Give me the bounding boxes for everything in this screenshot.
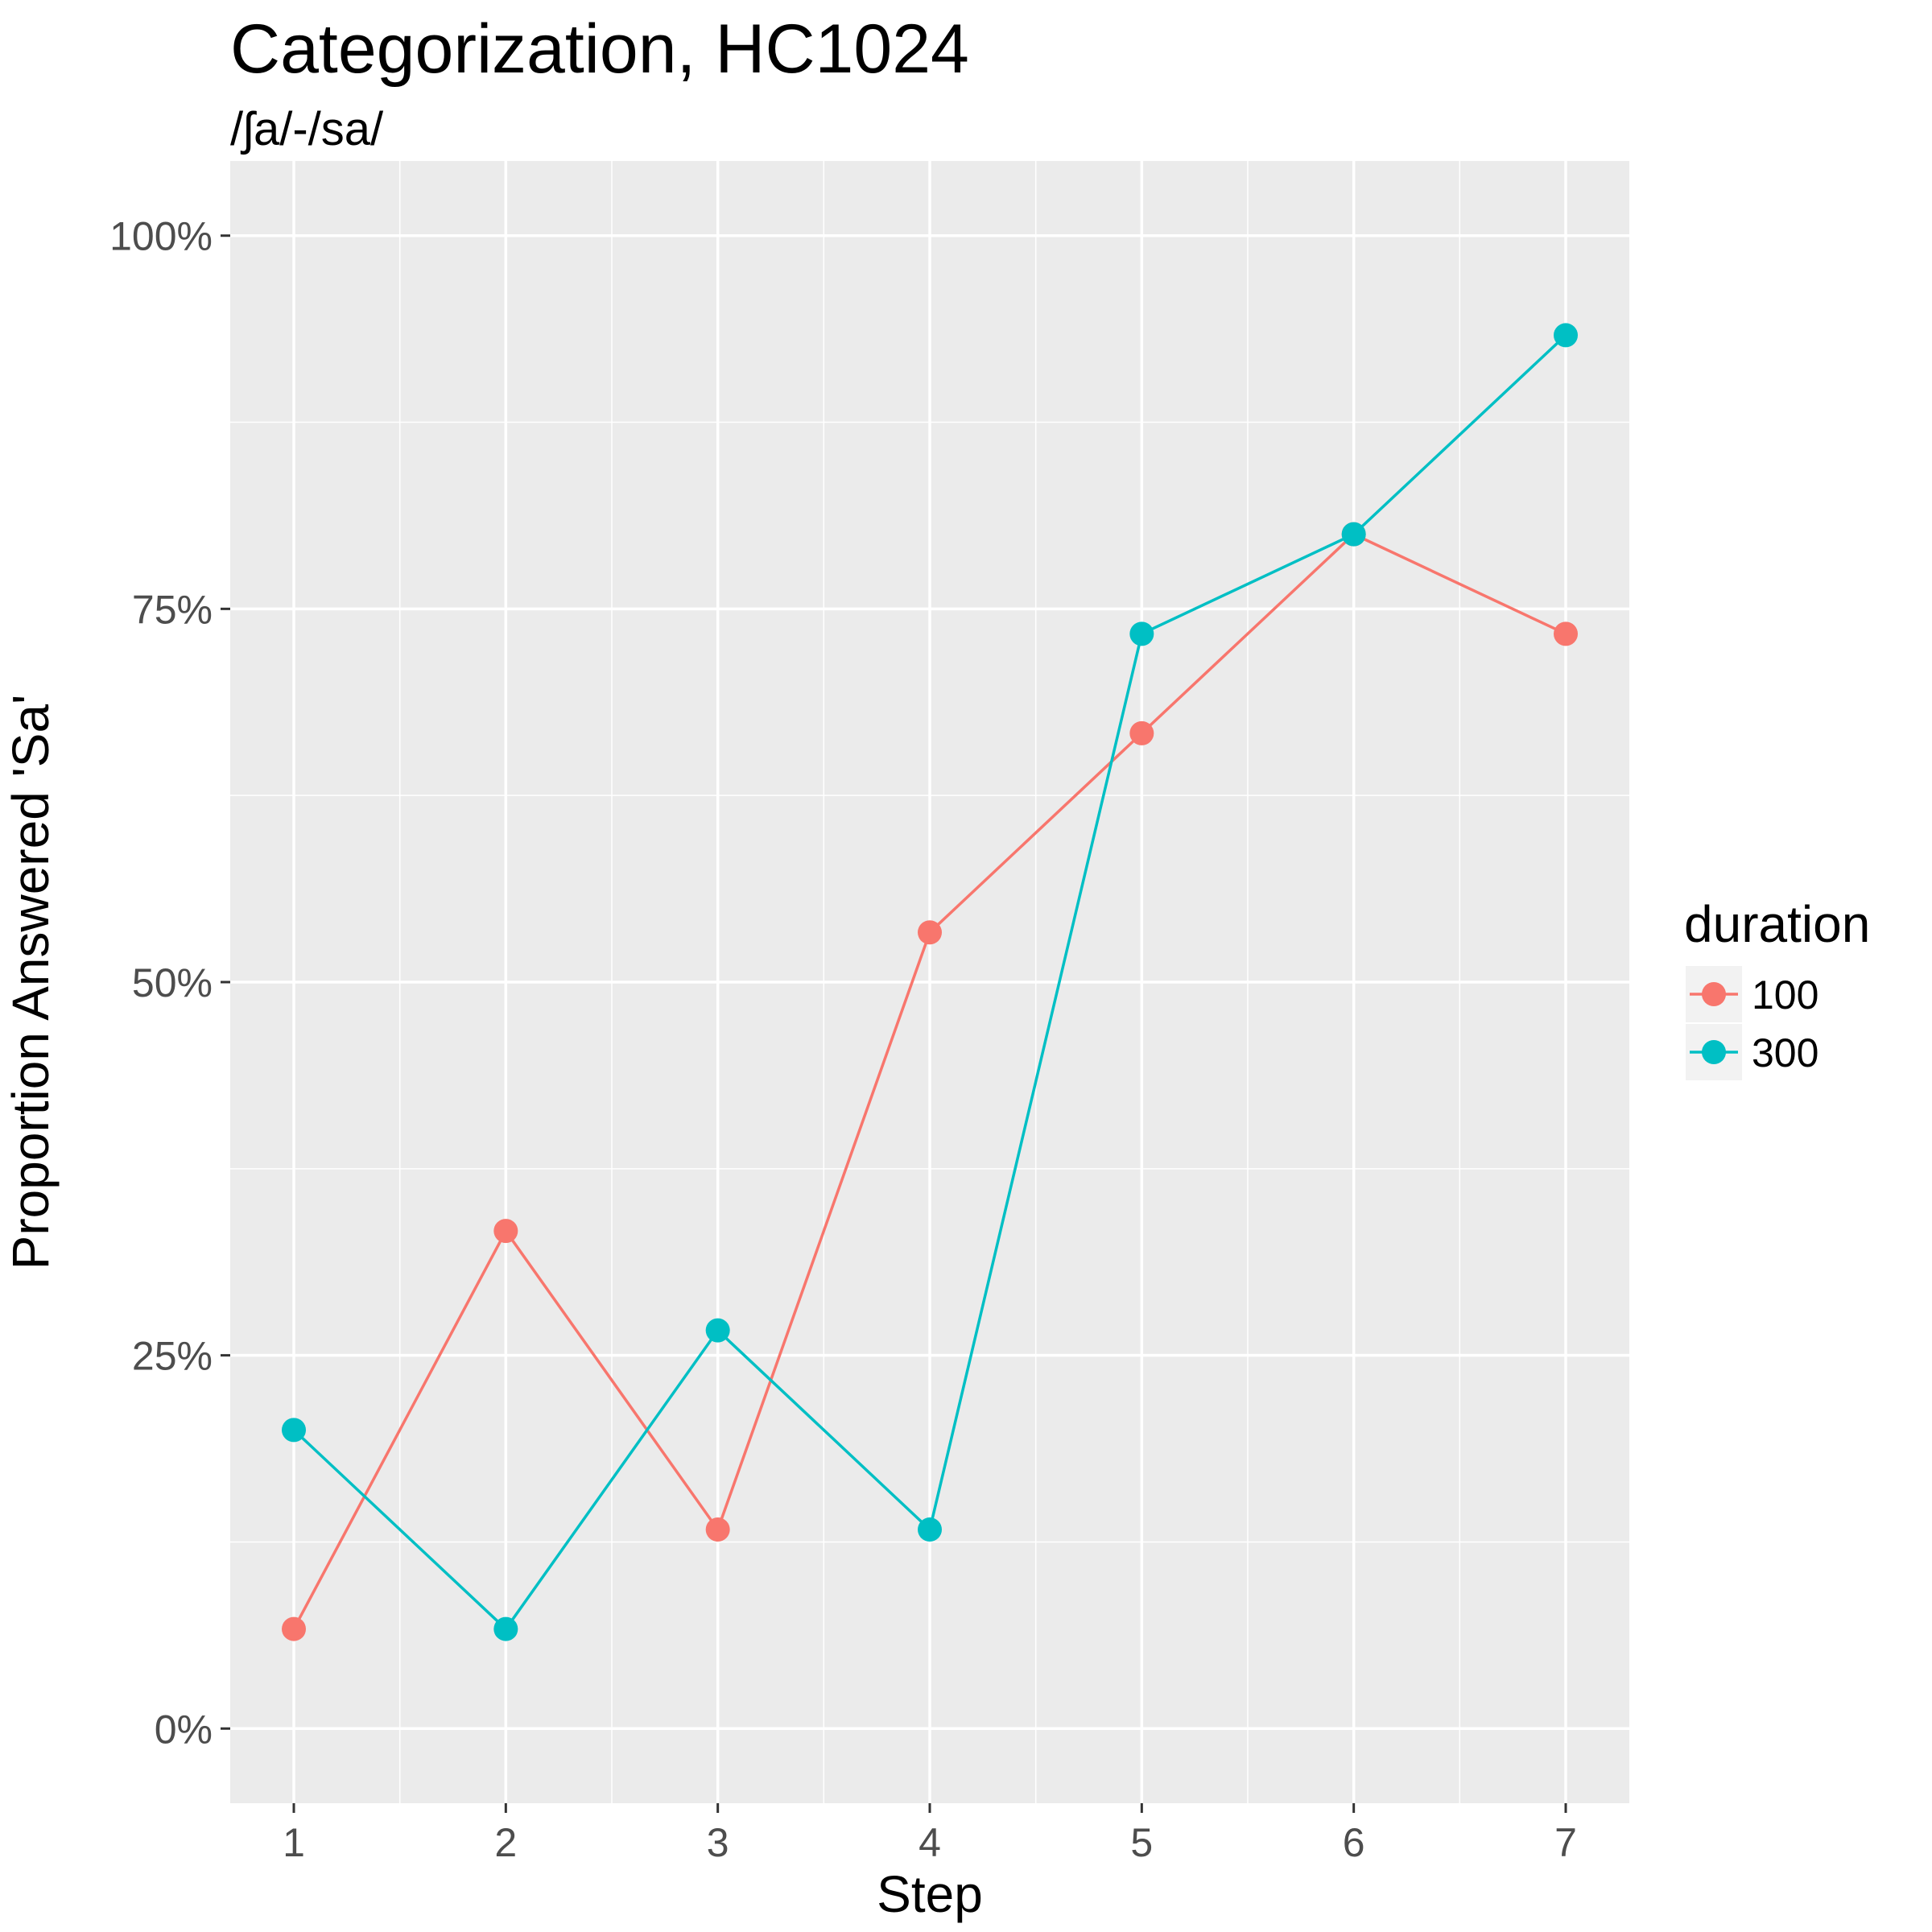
data-point [1554, 621, 1578, 646]
x-tick-label: 6 [1343, 1820, 1365, 1865]
chart-title: Categorization, HC1024 [230, 10, 969, 88]
y-tick-label: 50% [132, 960, 213, 1005]
y-tick-label: 75% [132, 587, 213, 632]
legend: duration 100 300 [1684, 895, 1870, 1080]
data-point [1129, 720, 1154, 745]
x-tick-label: 5 [1130, 1820, 1153, 1865]
chart-subtitle: /ʃa/-/sa/ [230, 103, 384, 155]
data-point [493, 1219, 518, 1244]
data-point [282, 1418, 306, 1443]
x-tick-label: 2 [494, 1820, 517, 1865]
data-point [918, 1517, 942, 1542]
legend-item: 100 [1686, 966, 1818, 1022]
y-tick-label: 25% [132, 1334, 213, 1379]
legend-item: 300 [1686, 1024, 1818, 1080]
legend-key-point [1702, 982, 1726, 1006]
data-point [1129, 621, 1154, 646]
x-axis-title: Step [877, 1865, 983, 1923]
y-axis-title: Proportion Answered 'Sa' [2, 695, 60, 1270]
y-tick-label: 100% [109, 214, 213, 259]
data-point [1554, 323, 1578, 348]
x-tick-label: 4 [919, 1820, 941, 1865]
x-tick-label: 1 [283, 1820, 305, 1865]
legend-title: duration [1684, 895, 1870, 953]
data-point [705, 1517, 730, 1542]
series-300 [282, 323, 1578, 1641]
data-point [493, 1616, 518, 1641]
y-tick-label: 0% [155, 1707, 213, 1752]
data-point [918, 920, 942, 945]
x-tick-label: 7 [1554, 1820, 1577, 1865]
series-layer [282, 323, 1578, 1641]
legend-label: 100 [1752, 972, 1818, 1018]
data-point [282, 1616, 306, 1641]
legend-label: 300 [1752, 1030, 1818, 1075]
data-point [1341, 522, 1366, 547]
data-point [705, 1318, 730, 1343]
legend-key-point [1702, 1040, 1726, 1064]
x-tick-label: 3 [707, 1820, 729, 1865]
axes: 0% 25% 50% 75% 100% 1 2 3 4 5 6 7 [109, 214, 1577, 1865]
